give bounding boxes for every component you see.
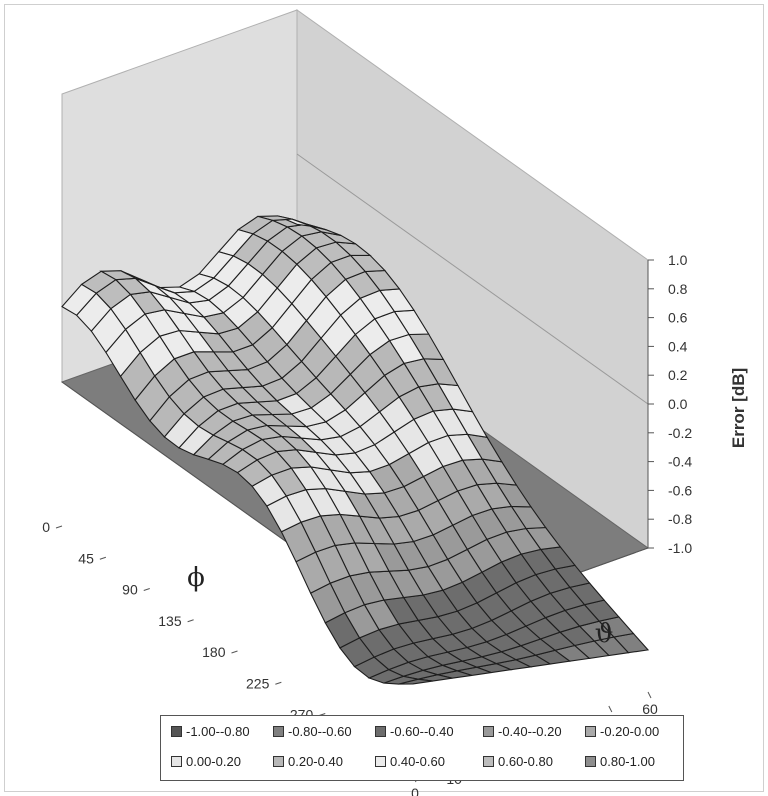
legend-swatch <box>171 726 182 737</box>
phi-tick-mark <box>55 525 63 529</box>
theta-tick-label: 0 <box>411 785 419 796</box>
legend-label: -0.80--0.60 <box>288 724 352 739</box>
legend-label: 0.40-0.60 <box>390 754 445 769</box>
z-axis: 1.0 0.8 0.6 0.4 0.2 0.0 -0.2 -0.4 -0.6 -0.8 -1.0 <box>647 252 692 556</box>
z-tick-label: -0.8 <box>668 511 692 527</box>
legend-item: -0.20-0.00 <box>585 724 659 739</box>
z-tick-label: 0.6 <box>668 310 688 326</box>
theta-tick-label: 60 <box>642 701 658 717</box>
phi-tick-label: 90 <box>122 582 138 598</box>
legend-swatch <box>585 756 596 767</box>
phi-tick-mark <box>275 681 282 685</box>
theta-tick-mark <box>647 691 652 699</box>
legend-swatch <box>375 756 386 767</box>
phi-tick-label: 180 <box>202 644 226 660</box>
legend-label: 0.20-0.40 <box>288 754 343 769</box>
z-tick-label: -0.2 <box>668 425 692 441</box>
theta-tick-mark <box>608 705 613 713</box>
legend-item: 0.20-0.40 <box>273 754 343 769</box>
legend-item: 0.40-0.60 <box>375 754 445 769</box>
z-tick-label: 0.0 <box>668 396 688 412</box>
legend-swatch <box>171 756 182 767</box>
z-tick-label: 1.0 <box>668 252 688 268</box>
chart-legend: -1.00--0.80 -0.80--0.60 -0.60--0.40 -0.40--… <box>160 715 684 781</box>
legend-item: 0.80-1.00 <box>585 754 655 769</box>
phi-axis-title: ϕ <box>187 563 205 593</box>
legend-swatch <box>375 726 386 737</box>
phi-tick-label: 0 <box>42 519 50 535</box>
phi-tick-mark <box>187 619 194 623</box>
error-surface <box>61 215 650 685</box>
z-tick-label: -1.0 <box>668 540 692 556</box>
legend-label: 0.80-1.00 <box>600 754 655 769</box>
theta-axis-title: ϑ <box>595 619 614 649</box>
z-tick-label: 0.2 <box>668 367 688 383</box>
legend-item: 0.00-0.20 <box>171 754 241 769</box>
legend-label: -0.40--0.20 <box>498 724 562 739</box>
legend-swatch <box>483 756 494 767</box>
legend-item: -0.40--0.20 <box>483 724 562 739</box>
phi-tick-mark <box>231 650 238 654</box>
z-axis-title: Error [dB] <box>729 368 748 448</box>
legend-item: -0.60--0.40 <box>375 724 454 739</box>
phi-tick-mark <box>99 556 107 560</box>
z-tick-label: 0.4 <box>668 338 688 354</box>
phi-tick-label: 225 <box>246 675 270 691</box>
legend-swatch <box>585 726 596 737</box>
legend-label: -0.20-0.00 <box>600 724 660 739</box>
legend-swatch <box>273 726 284 737</box>
zero-level-line <box>296 153 649 405</box>
phi-tick-mark <box>143 588 150 591</box>
z-tick-label: -0.6 <box>668 482 692 498</box>
legend-swatch <box>483 726 494 737</box>
surface-patch <box>61 283 98 316</box>
z-tick-label: 0.8 <box>668 281 688 297</box>
legend-label: -0.60--0.40 <box>390 724 454 739</box>
legend-swatch <box>273 756 284 767</box>
legend-item: -0.80--0.60 <box>273 724 352 739</box>
legend-item: -1.00--0.80 <box>171 724 250 739</box>
legend-label: -1.00--0.80 <box>186 724 250 739</box>
z-tick-label: -0.4 <box>668 454 692 470</box>
legend-label: 0.00-0.20 <box>186 754 241 769</box>
phi-tick-label: 135 <box>158 613 182 629</box>
legend-label: 0.60-0.80 <box>498 754 553 769</box>
legend-item: 0.60-0.80 <box>483 754 553 769</box>
phi-tick-label: 45 <box>78 550 94 566</box>
